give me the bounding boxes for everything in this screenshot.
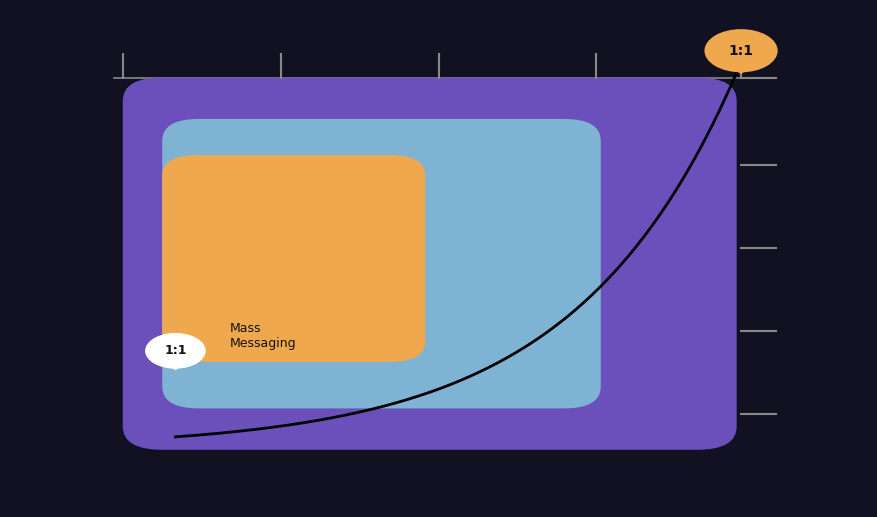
FancyBboxPatch shape [162, 119, 601, 408]
FancyBboxPatch shape [162, 155, 425, 362]
FancyBboxPatch shape [123, 78, 737, 450]
Text: Mass
Messaging: Mass Messaging [230, 322, 296, 350]
Polygon shape [722, 59, 760, 73]
Polygon shape [160, 358, 191, 370]
Circle shape [704, 29, 778, 72]
Text: 1:1: 1:1 [729, 44, 753, 58]
Text: 1:1: 1:1 [164, 344, 187, 357]
Circle shape [145, 333, 206, 369]
